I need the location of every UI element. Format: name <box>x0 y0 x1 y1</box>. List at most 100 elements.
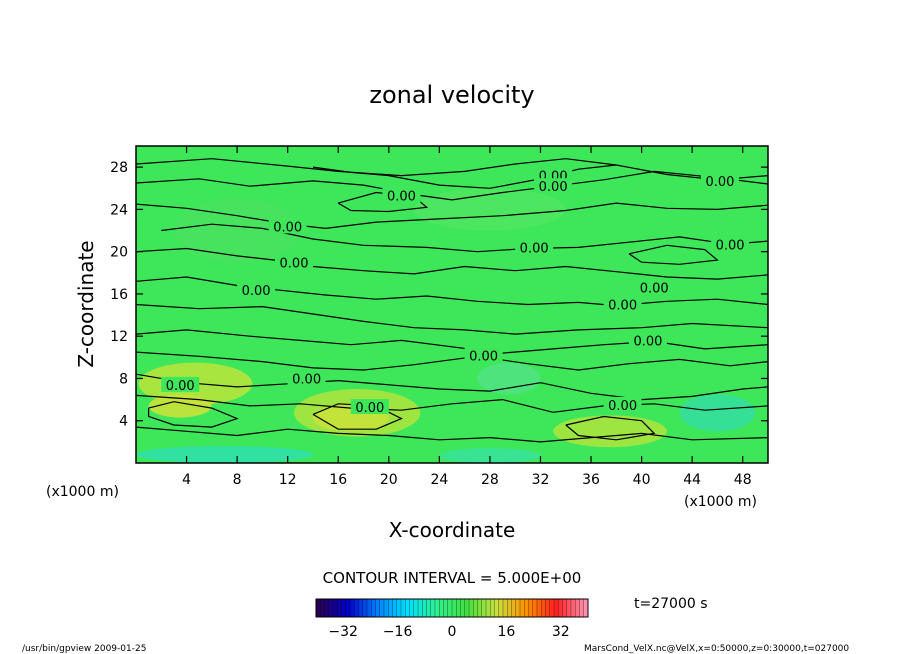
contour-line-1 <box>136 170 768 201</box>
colorbar-frame <box>315 598 589 618</box>
colorbar-cell-63 <box>583 599 589 617</box>
x-tick-label: 36 <box>582 472 600 488</box>
contour-line-5 <box>136 247 768 280</box>
y-tick-label: 4 <box>119 414 128 430</box>
colorbar-cell-36 <box>469 599 474 617</box>
colorbar-tick-label-2: 0 <box>448 624 457 640</box>
colorbar-cell-15 <box>379 599 385 617</box>
contour-line-17 <box>628 244 719 265</box>
colorbar-cell-60 <box>571 599 576 617</box>
colorbar-cell-44 <box>503 599 508 617</box>
colorbar-cell-31 <box>447 599 453 617</box>
contour-label-10: 0.00 <box>608 299 637 314</box>
field-patch-1 <box>148 394 212 418</box>
contour-label-0: 0.00 <box>387 190 416 205</box>
colorbar-cell-23 <box>413 599 419 617</box>
contour-line-15 <box>565 415 656 441</box>
colorbar-cell-49 <box>524 599 529 617</box>
contour-line-12 <box>136 426 768 443</box>
x-axis-label: X-coordinate <box>389 518 516 542</box>
colorbar-tick-label-0: −32 <box>328 624 358 640</box>
contour-label-bg-6 <box>711 236 750 252</box>
contour-label-bg-8 <box>237 281 276 297</box>
field-patch-6 <box>439 448 541 463</box>
field-patch-5 <box>136 446 313 463</box>
contour-line-4 <box>161 223 768 253</box>
colorbar-cell-62 <box>579 599 585 617</box>
x-tick-label: 40 <box>633 472 651 488</box>
contour-label-11: 0.00 <box>633 334 662 349</box>
contour-label-9: 0.00 <box>640 282 669 297</box>
contour-label-bg-13 <box>161 376 200 392</box>
colorbar-cell-47 <box>515 599 521 617</box>
chart-title: zonal velocity <box>369 81 534 109</box>
colorbar <box>315 599 589 617</box>
contour-label-12: 0.00 <box>469 349 498 364</box>
contour-label-bg-11 <box>628 332 667 348</box>
contour-label-bg-15 <box>350 399 389 415</box>
colorbar-cell-41 <box>490 599 495 617</box>
contour-line-0 <box>136 158 768 181</box>
y-axis-label: Z-coordinate <box>74 240 98 367</box>
y-tick-label: 28 <box>110 160 128 176</box>
x-tick-label: 8 <box>233 472 242 488</box>
colorbar-cell-35 <box>464 599 470 617</box>
contour-label-4: 0.00 <box>273 220 302 235</box>
contour-label-13: 0.00 <box>166 379 195 394</box>
colorbar-cell-46 <box>511 599 517 617</box>
colorbar-cell-53 <box>541 599 546 617</box>
contour-label-5: 0.00 <box>520 241 549 256</box>
contour-line-3 <box>136 202 768 230</box>
contour-label-14: 0.00 <box>292 373 321 388</box>
x-tick-label: 28 <box>481 472 499 488</box>
colorbar-cell-1 <box>320 599 325 617</box>
colorbar-cell-3 <box>328 599 334 617</box>
y-tick-label: 16 <box>110 287 128 303</box>
x-tick-label: 4 <box>182 472 191 488</box>
colorbar-cell-29 <box>439 599 444 617</box>
contour-label-bg-3 <box>700 172 739 188</box>
x-unit-label-right: (x1000 m) <box>684 494 757 510</box>
colorbar-cell-10 <box>358 599 364 617</box>
colorbar-cell-21 <box>405 599 410 617</box>
color-patches <box>136 188 756 463</box>
colorbar-tick-label-1: −16 <box>383 624 413 640</box>
contour-label-7: 0.00 <box>280 256 309 271</box>
contour-labels: 0.000.000.00 0.000.000.00 0.000.000.00 0.00… <box>161 167 750 416</box>
contour-label-bg-16 <box>603 396 642 412</box>
contour-label-bg-9 <box>635 279 674 295</box>
x-axis-ticks: 4 8 12 16 20 24 28 32 36 40 44 48 <box>182 146 752 488</box>
contour-label-bg-2 <box>534 178 573 194</box>
colorbar-cell-0 <box>316 599 321 617</box>
field-patch-10 <box>414 188 566 231</box>
contour-label-bg-14 <box>287 370 326 386</box>
contour-label-8: 0.00 <box>242 284 271 299</box>
y-tick-label: 24 <box>110 202 128 218</box>
footer-left: /usr/bin/gpview 2009-01-25 <box>22 644 146 654</box>
colorbar-cell-7 <box>345 599 351 617</box>
colorbar-cell-56 <box>554 599 559 617</box>
colorbar-cell-39 <box>481 599 487 617</box>
y-tick-label: 20 <box>110 245 128 261</box>
contour-line-13 <box>148 401 239 428</box>
colorbar-cell-8 <box>350 599 355 617</box>
colorbar-cell-33 <box>456 599 461 617</box>
colorbar-cell-55 <box>549 599 555 617</box>
colorbar-cell-45 <box>507 599 512 617</box>
colorbar-cell-59 <box>566 599 572 617</box>
x-tick-label: 44 <box>683 472 701 488</box>
contour-label-6: 0.00 <box>716 238 745 253</box>
x-tick-label: 48 <box>734 472 752 488</box>
contour-line-16 <box>337 191 429 213</box>
colorbar-cell-61 <box>575 599 580 617</box>
colorbar-cell-22 <box>409 599 415 617</box>
colorbar-cell-4 <box>333 599 338 617</box>
colorbar-cell-32 <box>452 599 457 617</box>
field-patch-7 <box>679 394 756 432</box>
colorbar-cell-57 <box>558 599 563 617</box>
contour-label-16: 0.00 <box>608 399 637 414</box>
contour-label-15: 0.00 <box>355 401 384 416</box>
plot-area: 0.000.000.00 0.000.000.00 0.000.000.00 0.00… <box>136 146 768 463</box>
colorbar-cell-25 <box>422 599 427 617</box>
